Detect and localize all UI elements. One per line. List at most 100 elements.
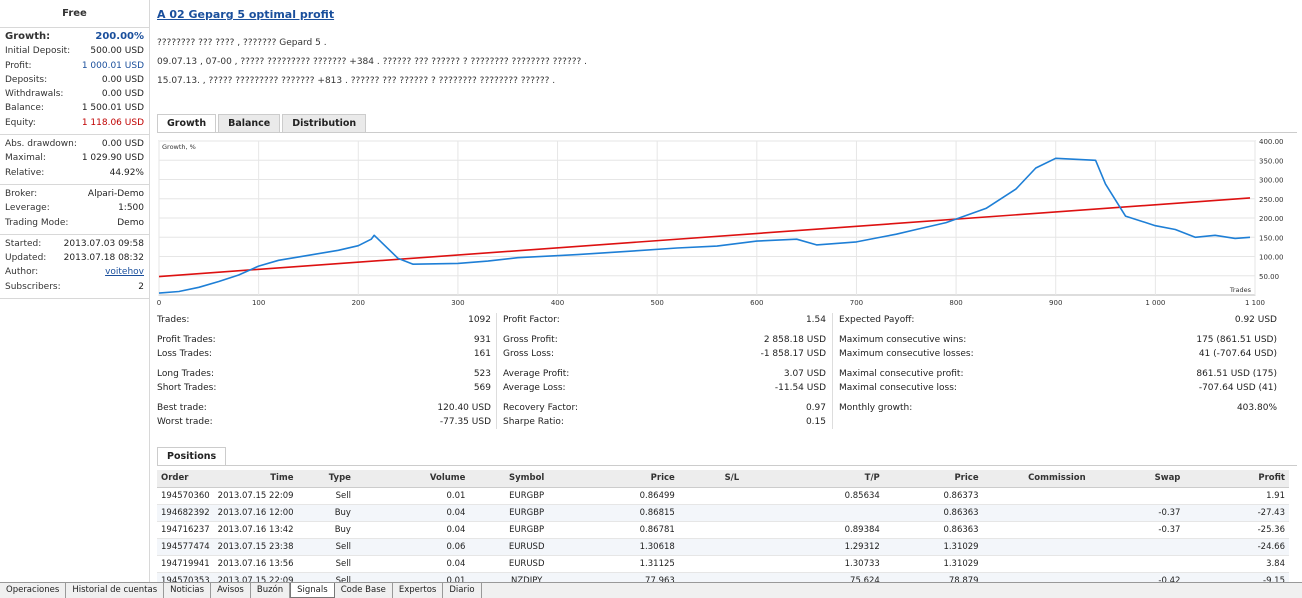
position-row[interactable]: 194570360 2013.07.15 22:09 Sell 0.01 EURGBP 0… <box>157 487 1289 505</box>
column-header[interactable]: Price <box>583 470 679 488</box>
x-tick-label: 1 100 <box>1245 299 1265 307</box>
column-header[interactable]: S/L <box>678 470 785 488</box>
stat-label: Withdrawals: <box>5 89 64 100</box>
position-cell: 194719941 <box>157 555 214 573</box>
column-header[interactable]: Price <box>883 470 983 488</box>
position-cell: 194570360 <box>157 487 214 505</box>
chart-tabs: Growth Balance Distribution <box>157 114 368 133</box>
tab-growth[interactable]: Growth <box>157 114 217 133</box>
terminal-tab[interactable]: Buzón <box>251 583 291 598</box>
stats-label: Loss Trades: <box>157 349 212 359</box>
column-header[interactable]: Profit <box>1184 470 1289 488</box>
stats-label: Sharpe Ratio: <box>503 417 564 427</box>
position-cell: 2013.07.15 22:09 <box>213 487 298 505</box>
column-header[interactable]: Symbol <box>469 470 584 488</box>
stats-value: 1092 <box>468 315 491 325</box>
stats-row: Recovery Factor: 0.97 <box>503 401 826 415</box>
tab-positions[interactable]: Positions <box>157 447 227 466</box>
position-cell: Buy <box>297 504 355 522</box>
sidebar-stat-row: Withdrawals: 0.00 USD <box>5 87 144 101</box>
column-header[interactable]: Type <box>297 470 355 488</box>
signal-description: ???????? ??? ???? , ??????? Gepard 5 . 0… <box>157 34 1057 91</box>
x-axis-label: Trades <box>1229 286 1252 294</box>
stats-value: 3.07 USD <box>783 369 826 379</box>
stats-value: 175 (861.51 USD) <box>1196 335 1277 345</box>
x-tick-label: 100 <box>252 299 265 307</box>
stat-value: 1 118.06 USD <box>81 117 144 128</box>
position-row[interactable]: 194682392 2013.07.16 12:00 Buy 0.04 EURGBP 0.… <box>157 504 1289 522</box>
x-tick-label: 1 000 <box>1145 299 1165 307</box>
stats-row: Maximal consecutive loss: -707.64 USD (41… <box>839 381 1277 395</box>
terminal-tab[interactable]: Avisos <box>211 583 251 598</box>
y-tick-label: 400.00 <box>1259 138 1284 146</box>
sidebar-group: Abs. drawdown: 0.00 USD Maximal: 1 029.90 U… <box>0 135 149 185</box>
terminal-tab[interactable]: Historial de cuentas <box>66 583 165 598</box>
stats-value: -11.54 USD <box>774 383 826 393</box>
position-row[interactable]: 194716237 2013.07.16 13:42 Buy 0.04 EURGBP 0.… <box>157 521 1289 539</box>
position-cell: 1.31125 <box>583 555 679 573</box>
stat-label: Started: <box>5 238 42 249</box>
description-line: 09.07.13 , 07-00 , ????? ????????? ?????… <box>157 57 588 67</box>
x-tick-label: 800 <box>949 299 962 307</box>
stats-value: 2 858.18 USD <box>763 335 826 345</box>
stat-label: Leverage: <box>5 203 50 214</box>
stats-row: Average Loss: -11.54 USD <box>503 381 826 395</box>
position-cell: -27.43 <box>1184 504 1289 522</box>
x-tick-label: 600 <box>750 299 763 307</box>
position-cell <box>678 487 785 505</box>
y-tick-label: 100.00 <box>1259 254 1284 262</box>
x-tick-label: 0 <box>157 299 161 307</box>
description-line: ???????? ??? ???? , ??????? Gepard 5 . <box>157 38 327 48</box>
stats-column-3: Expected Payoff: 0.92 USD Maximum consecut… <box>833 313 1283 429</box>
author-link[interactable]: voitehov <box>105 267 144 278</box>
terminal-tab[interactable]: Expertos <box>393 583 444 598</box>
stats-row: Loss Trades: 161 <box>157 347 491 361</box>
stats-label: Long Trades: <box>157 369 215 379</box>
position-cell: 2013.07.16 12:00 <box>213 504 298 522</box>
stats-label: Average Loss: <box>503 383 566 393</box>
sidebar-groups: Growth: 200.00% Initial Deposit: 500.00 USD… <box>0 28 149 300</box>
stat-value: 500.00 USD <box>90 46 144 57</box>
position-cell: 3.84 <box>1184 555 1289 573</box>
stats-value: -707.64 USD (41) <box>1198 383 1277 393</box>
column-header[interactable]: T/P <box>785 470 884 488</box>
x-tick-label: 700 <box>850 299 863 307</box>
position-cell: 1.29312 <box>785 538 884 556</box>
positions-divider <box>157 465 1297 466</box>
terminal-tab[interactable]: Noticias <box>164 583 212 598</box>
sidebar-stat-row: Maximal: 1 029.90 USD <box>5 151 144 165</box>
column-header[interactable]: Swap <box>1089 470 1185 488</box>
position-cell <box>1089 487 1185 505</box>
stats-row: Short Trades: 569 <box>157 381 491 395</box>
position-cell: -25.36 <box>1184 521 1289 539</box>
tab-distribution[interactable]: Distribution <box>282 114 367 133</box>
tab-balance[interactable]: Balance <box>218 114 281 133</box>
terminal-tab[interactable]: Code Base <box>335 583 393 598</box>
position-cell <box>1089 538 1185 556</box>
signal-title-link[interactable]: A 02 Geparg 5 optimal profit <box>157 8 335 21</box>
column-header[interactable]: Volume <box>354 470 470 488</box>
position-cell: 2013.07.16 13:56 <box>213 555 298 573</box>
position-cell: EURGBP <box>469 521 584 539</box>
position-cell: EURUSD <box>469 555 584 573</box>
terminal-tab[interactable]: Signals <box>290 583 335 598</box>
stats-value: 120.40 USD <box>437 403 491 413</box>
stat-value: 1 500.01 USD <box>81 103 144 114</box>
position-cell: Sell <box>297 487 355 505</box>
position-row[interactable]: 194719941 2013.07.16 13:56 Sell 0.04 EURUSD 1… <box>157 555 1289 573</box>
stats-label: Maximum consecutive losses: <box>839 349 974 359</box>
column-header[interactable]: Order <box>157 470 214 488</box>
terminal-tab[interactable]: Operaciones <box>0 583 67 598</box>
stat-label: Broker: <box>5 188 38 199</box>
stats-value: 861.51 USD (175) <box>1196 369 1277 379</box>
terminal-tab[interactable]: Diario <box>443 583 482 598</box>
column-header[interactable]: Time <box>213 470 298 488</box>
stat-value: 2 <box>138 281 144 292</box>
positions-header-row: Order Time Type Volume Symbol Price S/L T/P Pric… <box>157 470 1289 488</box>
position-cell: 2013.07.15 23:38 <box>213 538 298 556</box>
growth-chart-svg: 0 100 200 300 400 500 600 700 800 900 1 000 1 100 50… <box>157 138 1284 307</box>
position-row[interactable]: 194577474 2013.07.15 23:38 Sell 0.06 EURUSD 1… <box>157 538 1289 556</box>
column-header[interactable]: Commission <box>982 470 1090 488</box>
account-sidebar: Free Growth: 200.00% Initial Deposit: 500.0… <box>0 0 150 582</box>
growth-series-line <box>158 157 1251 294</box>
